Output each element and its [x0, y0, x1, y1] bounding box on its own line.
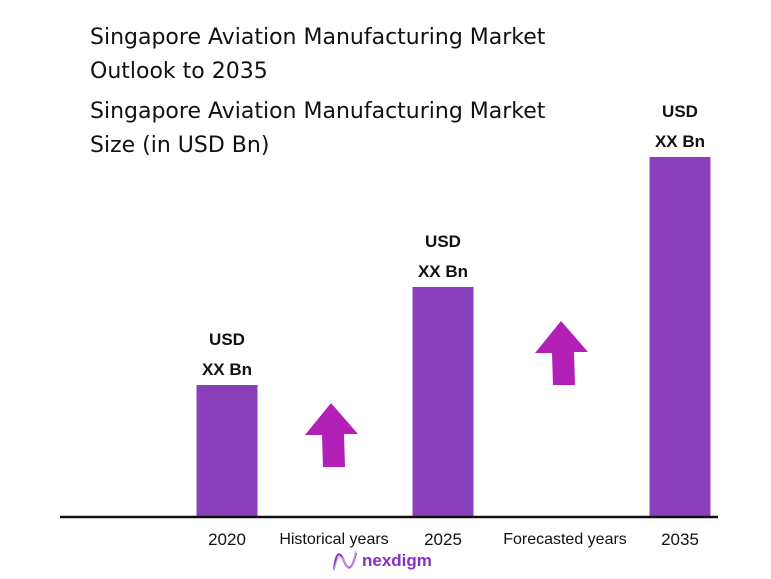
data-label-2035-0: USD	[662, 102, 698, 121]
chart-subtitle-line-1: Singapore Aviation Manufacturing Market	[90, 99, 546, 124]
nexdigm-logo: nexdigm	[332, 549, 432, 573]
data-label-2025-0: USD	[425, 232, 461, 251]
logo-text: nexdigm	[362, 551, 432, 570]
x-tick-2020: 2020	[208, 530, 246, 549]
x-tick-2035: 2035	[661, 530, 699, 549]
up-arrow-icon-1	[535, 321, 588, 385]
data-label-2020-0: USD	[209, 330, 245, 349]
data-label-2020-1: XX Bn	[202, 360, 252, 379]
bar-2020	[196, 385, 258, 517]
bar-2035	[649, 157, 711, 517]
chart-title-line-2: Outlook to 2035	[90, 59, 268, 84]
chart-title-line-1: Singapore Aviation Manufacturing Market	[90, 25, 546, 50]
chart-subtitle-line-2: Size (in USD Bn)	[90, 133, 270, 158]
logo-wave-icon	[333, 550, 357, 572]
period-label-0: Historical years	[279, 531, 388, 548]
bar-2025	[412, 287, 474, 517]
data-label-2035-1: XX Bn	[655, 132, 705, 151]
period-label-1: Forecasted years	[503, 531, 627, 548]
up-arrow-icon-0	[305, 403, 358, 467]
x-tick-2025: 2025	[424, 530, 462, 549]
data-label-2025-1: XX Bn	[418, 262, 468, 281]
